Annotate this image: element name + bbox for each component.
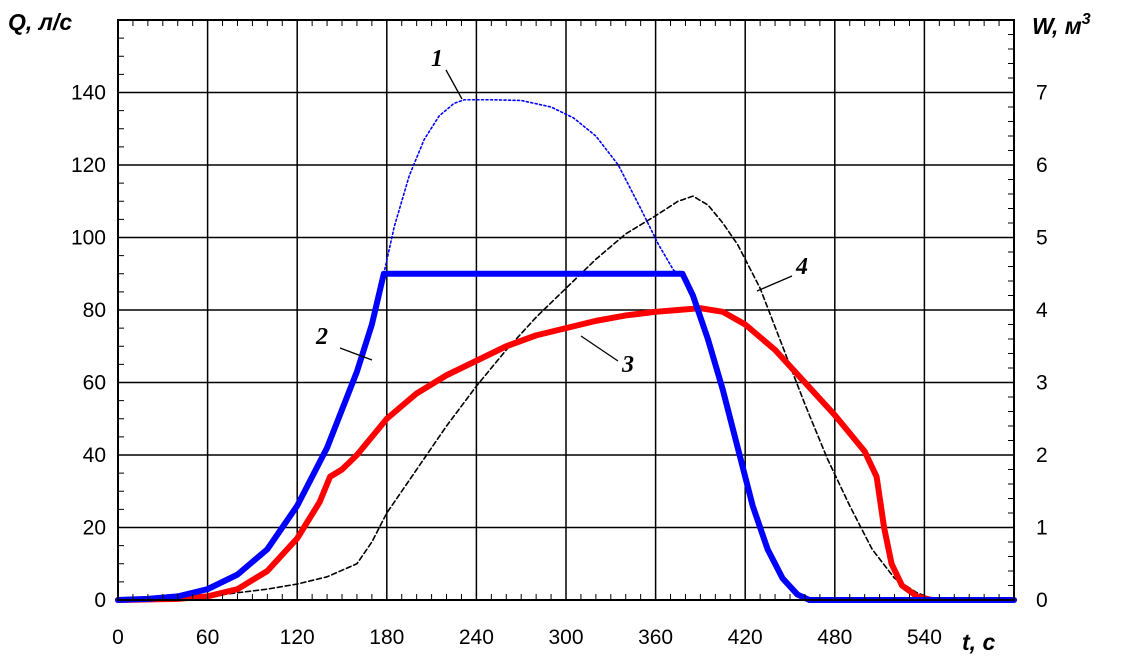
y-left-tick-label: 100	[71, 227, 106, 250]
y-left-tick-label: 140	[71, 82, 106, 105]
x-tick-label: 300	[548, 626, 583, 649]
x-tick-label: 120	[280, 626, 315, 649]
y-right-tick-label: 0	[1036, 589, 1048, 612]
x-tick-label: 60	[196, 626, 219, 649]
y-left-tick-label: 60	[83, 372, 106, 395]
y-right-tick-label: 2	[1036, 444, 1048, 467]
y-right-tick-label: 3	[1036, 372, 1048, 395]
y-left-tick-label: 20	[83, 517, 106, 540]
y-right-axis-title: W, м3	[1032, 11, 1091, 39]
minor-ticks	[117, 19, 1015, 601]
y-right-tick-label: 7	[1036, 82, 1048, 105]
x-tick-label: 0	[112, 626, 124, 649]
series-lines	[115, 98, 1017, 603]
x-tick-label: 420	[728, 626, 763, 649]
leader-line-1	[445, 69, 463, 100]
series-line-3	[115, 305, 1017, 603]
y-right-tick-label: 1	[1036, 517, 1048, 540]
y-right-axis-title-sup: 3	[1082, 11, 1091, 28]
x-axis-title: t, с	[962, 629, 995, 655]
leader-line-2	[339, 347, 373, 361]
curve-label-2: 2	[315, 324, 328, 350]
curve-label-3: 3	[621, 352, 634, 378]
x-tick-label: 240	[459, 626, 494, 649]
series-line-1	[383, 98, 690, 282]
x-tick-label: 360	[638, 626, 673, 649]
y-left-tick-label: 80	[83, 299, 106, 322]
series-line-4	[117, 195, 1015, 601]
y-left-tick-label: 120	[71, 154, 106, 177]
y-left-tick-label: 0	[94, 589, 106, 612]
x-tick-label: 180	[369, 626, 404, 649]
curve-labels: 1 2 3 4	[315, 46, 808, 378]
tick-labels: 0 60 120 180 240 300 360 420 480 5400204060801001…	[71, 82, 1048, 650]
label-leaders	[339, 69, 793, 362]
x-tick-label: 540	[907, 626, 942, 649]
curve-label-1: 1	[431, 46, 443, 72]
leader-line-4	[756, 275, 793, 292]
series-line-2	[115, 270, 1017, 603]
y-right-tick-label: 5	[1036, 227, 1048, 250]
y-right-axis-title-base: W, м	[1032, 13, 1082, 39]
y-right-tick-label: 6	[1036, 154, 1048, 177]
y-right-tick-label: 4	[1036, 299, 1048, 322]
y-left-tick-label: 40	[83, 444, 106, 467]
y-left-axis-title: Q, л/с	[8, 9, 72, 35]
leader-line-3	[580, 335, 619, 362]
x-tick-label: 480	[817, 626, 852, 649]
curve-label-4: 4	[795, 254, 808, 280]
